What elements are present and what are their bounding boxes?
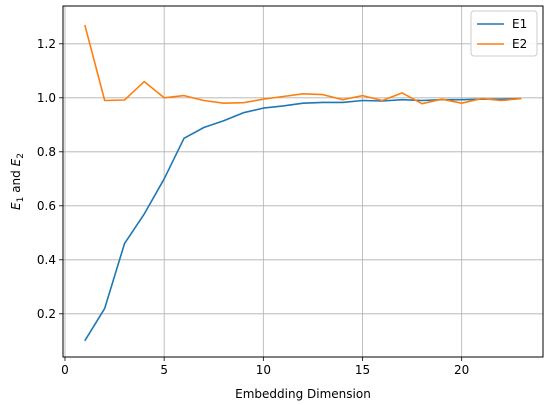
y-tick-label: 1.0 xyxy=(37,91,56,105)
x-tick-label: 10 xyxy=(256,363,271,377)
y-label-var2: E xyxy=(9,158,23,166)
y-tick-label: 1.2 xyxy=(37,37,56,51)
x-tick-label: 20 xyxy=(454,363,469,377)
series-line-e2 xyxy=(84,24,522,105)
x-tick-label: 5 xyxy=(160,363,168,377)
grid-lines xyxy=(63,6,543,357)
y-tick-label: 0.6 xyxy=(37,199,56,213)
series-line-e1 xyxy=(84,97,522,342)
y-label-var1: E xyxy=(9,202,23,210)
series-lines xyxy=(84,24,522,342)
x-axis-label: Embedding Dimension xyxy=(235,387,371,401)
y-axis-label: E1 and E2 xyxy=(9,153,26,210)
plot-frame xyxy=(62,5,544,358)
y-label-conj: and xyxy=(9,166,23,196)
y-axis-ticks: 0.2 0.4 0.6 0.8 1.0 1.2 xyxy=(37,37,63,321)
y-label-sub1: 1 xyxy=(16,197,26,203)
legend-label-e1: E1 xyxy=(512,17,527,31)
y-label-sub2: 2 xyxy=(16,153,26,159)
x-axis-ticks: 0 5 10 15 20 xyxy=(61,357,469,377)
x-tick-label: 15 xyxy=(355,363,370,377)
y-tick-label: 0.4 xyxy=(37,253,56,267)
y-tick-label: 0.8 xyxy=(37,145,56,159)
y-tick-label: 0.2 xyxy=(37,307,56,321)
legend-label-e2: E2 xyxy=(512,37,527,51)
x-tick-label: 0 xyxy=(61,363,69,377)
